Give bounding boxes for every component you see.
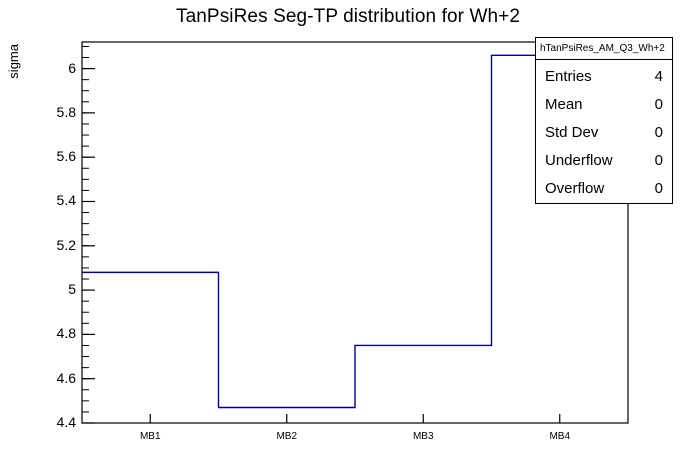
stats-row-key: Std Dev — [545, 123, 599, 141]
stats-box-rows: Entries 4 Mean 0 Std Dev 0 Underflow 0 Overflow 0 — [536, 60, 672, 202]
y-tick-label: 6 — [68, 59, 76, 76]
stats-row: Std Dev 0 — [536, 118, 672, 146]
histogram-step-line — [82, 54, 628, 409]
y-tick-label: 5.8 — [56, 103, 76, 120]
stats-row-value: 0 — [654, 95, 663, 113]
stats-row-key: Entries — [545, 67, 592, 85]
stats-row-key: Underflow — [545, 151, 613, 169]
axes-frame — [81, 41, 629, 424]
y-tick-label: 5 — [68, 281, 76, 298]
y-tick-label: 5.4 — [56, 192, 76, 209]
y-tick-label: 5.2 — [56, 236, 76, 253]
x-tick-label: MB3 — [412, 431, 434, 442]
stats-box[interactable]: hTanPsiRes_AM_Q3_Wh+2 Entries 4 Mean 0 Std D… — [535, 37, 673, 204]
x-tick-label: MB2 — [276, 431, 298, 442]
stats-row: Entries 4 — [536, 62, 672, 90]
x-tick-label: MB1 — [139, 431, 161, 442]
stats-row-value: 0 — [654, 151, 663, 169]
stats-row-key: Overflow — [545, 179, 605, 197]
stats-row-key: Mean — [545, 95, 583, 113]
y-tick-label: 5.6 — [56, 148, 76, 165]
stats-row-value: 0 — [654, 123, 663, 141]
stats-box-title: hTanPsiRes_AM_Q3_Wh+2 — [536, 38, 672, 60]
stats-row-value: 0 — [654, 179, 663, 197]
page-title: TanPsiRes Seg-TP distribution for Wh+2 — [175, 6, 521, 27]
stats-row-value: 4 — [654, 67, 663, 85]
y-tick-label: 4.6 — [56, 369, 76, 386]
y-tick-label: 4.4 — [56, 414, 76, 430]
stats-row: Underflow 0 — [536, 146, 672, 174]
stats-row: Overflow 0 — [536, 174, 672, 202]
stats-row: Mean 0 — [536, 90, 672, 118]
x-tick-label: MB4 — [549, 431, 571, 442]
axis-ticks — [82, 45, 561, 424]
y-tick-label: 4.8 — [56, 325, 76, 342]
